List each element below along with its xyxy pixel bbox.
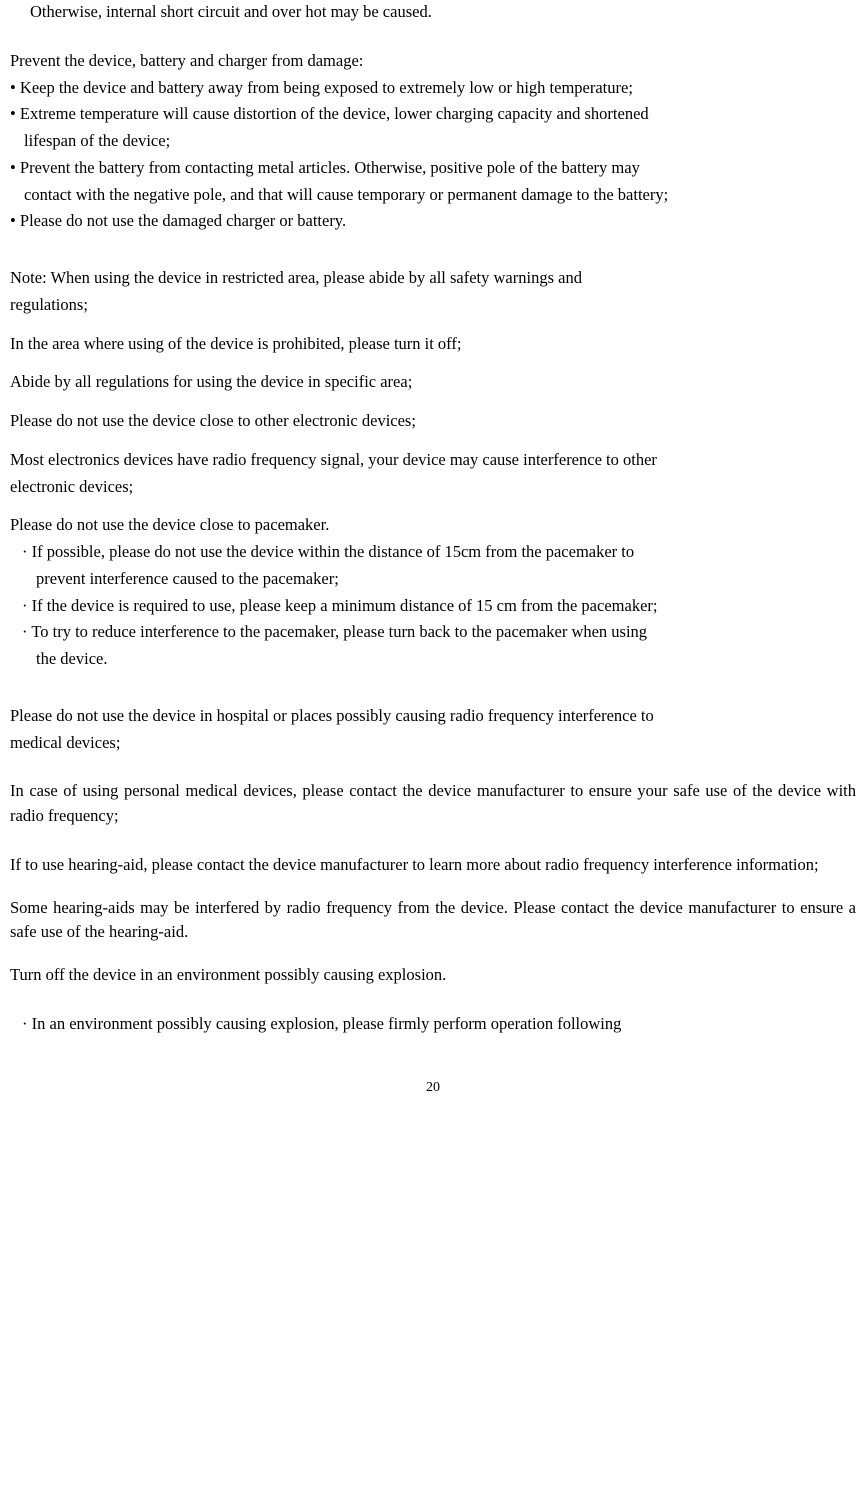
area-prohibited: In the area where using of the device is… (10, 332, 856, 357)
prevent-bullet-2-line2: lifespan of the device; (10, 129, 856, 154)
prevent-bullet-2-line1: • Extreme temperature will cause distort… (10, 102, 856, 127)
abide-regulations: Abide by all regulations for using the d… (10, 370, 856, 395)
explosion-heading: Turn off the device in an environment po… (10, 963, 856, 988)
hospital-line1: Please do not use the device in hospital… (10, 704, 856, 729)
prevent-bullet-4: • Please do not use the damaged charger … (10, 209, 856, 234)
note-line2: regulations; (10, 293, 856, 318)
most-electronics-line2: electronic devices; (10, 475, 856, 500)
prevent-heading: Prevent the device, battery and charger … (10, 49, 856, 74)
prevent-bullet-3-line1: • Prevent the battery from contacting me… (10, 156, 856, 181)
note-line1: Note: When using the device in restricte… (10, 266, 856, 291)
prevent-bullet-3-line2: contact with the negative pole, and that… (10, 183, 856, 208)
hearing-aid-1: If to use hearing-aid, please contact th… (10, 853, 856, 878)
pacemaker-bullet-2: · If the device is required to use, plea… (10, 594, 856, 619)
intro-line: Otherwise, internal short circuit and ov… (10, 0, 856, 25)
pacemaker-bullet-1-line1: · If possible, please do not use the dev… (10, 540, 856, 565)
explosion-bullet-1: · In an environment possibly causing exp… (10, 1012, 856, 1037)
hospital-line2: medical devices; (10, 731, 856, 756)
close-electronic: Please do not use the device close to ot… (10, 409, 856, 434)
pacemaker-bullet-3-line1: · To try to reduce interference to the p… (10, 620, 856, 645)
most-electronics-line1: Most electronics devices have radio freq… (10, 448, 856, 473)
pacemaker-heading: Please do not use the device close to pa… (10, 513, 856, 538)
pacemaker-bullet-3-line2: the device. (10, 647, 856, 672)
pacemaker-bullet-1-line2: prevent interference caused to the pacem… (10, 567, 856, 592)
personal-medical: In case of using personal medical device… (10, 779, 856, 829)
prevent-bullet-1: • Keep the device and battery away from … (10, 76, 856, 101)
hearing-aid-2: Some hearing-aids may be interfered by r… (10, 896, 856, 946)
page-number: 20 (10, 1077, 856, 1098)
